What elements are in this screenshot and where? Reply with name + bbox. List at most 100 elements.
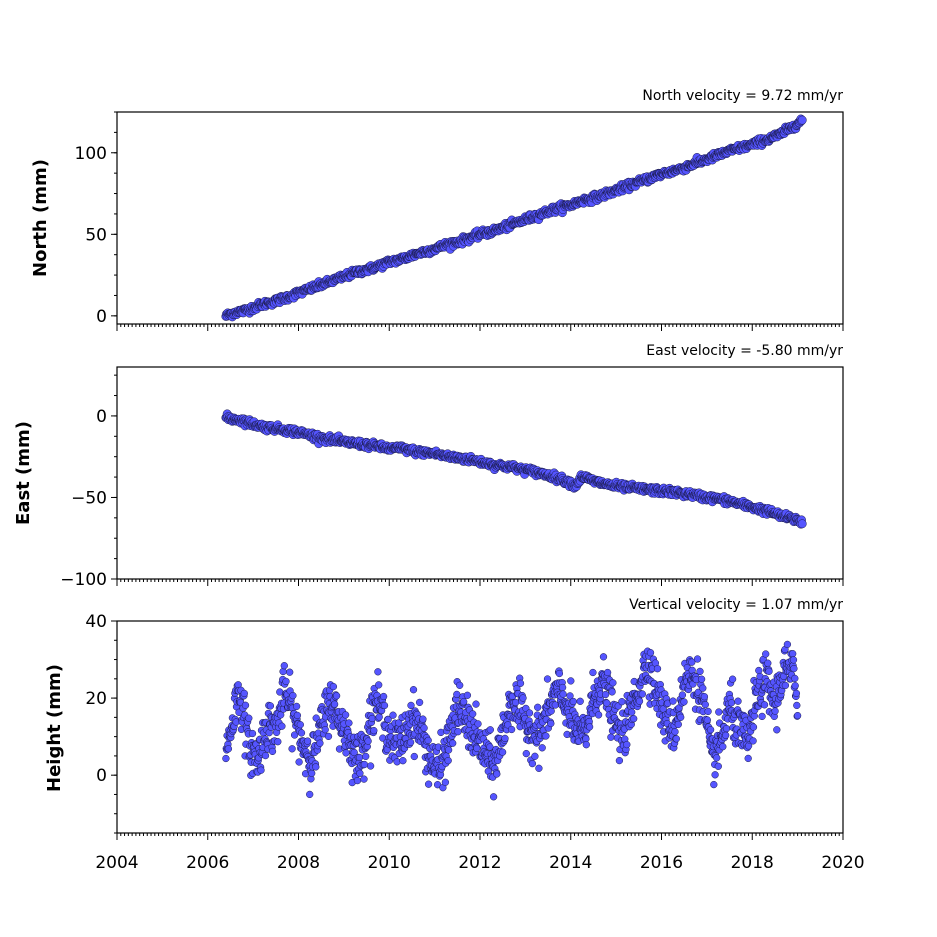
data-point bbox=[715, 708, 723, 716]
data-point bbox=[261, 751, 270, 760]
east-plot-frame bbox=[116, 366, 844, 580]
data-point bbox=[764, 659, 772, 667]
data-point bbox=[607, 733, 615, 741]
data-point bbox=[790, 664, 798, 673]
east-scatter-points bbox=[221, 409, 807, 529]
data-point bbox=[594, 711, 603, 719]
data-point bbox=[728, 675, 737, 683]
data-point bbox=[356, 769, 364, 777]
data-point bbox=[353, 776, 362, 785]
data-point bbox=[677, 713, 685, 721]
data-point bbox=[424, 736, 432, 745]
data-point bbox=[628, 708, 636, 716]
data-point bbox=[635, 697, 644, 705]
data-point bbox=[576, 697, 584, 705]
data-point bbox=[703, 716, 711, 724]
data-point bbox=[516, 679, 525, 687]
data-point bbox=[531, 752, 539, 760]
data-point bbox=[700, 693, 709, 701]
data-point bbox=[603, 699, 611, 707]
data-point bbox=[329, 682, 338, 691]
data-point bbox=[680, 698, 688, 706]
height-y-ticks: 0 20 40 bbox=[85, 612, 117, 834]
data-point bbox=[601, 690, 610, 699]
data-point bbox=[678, 691, 687, 699]
data-point bbox=[528, 759, 537, 768]
north-panel: 0 50 100 North velocity = 9.72 mm/yr North… bbox=[30, 88, 844, 331]
data-point bbox=[248, 729, 257, 738]
north-x-ticks bbox=[116, 324, 844, 331]
y-tick-label: 0 bbox=[96, 407, 107, 427]
data-point bbox=[493, 770, 501, 778]
y-tick-label: 50 bbox=[85, 225, 107, 245]
data-point bbox=[710, 780, 718, 789]
data-point bbox=[375, 681, 383, 689]
data-point bbox=[653, 665, 662, 673]
data-point bbox=[303, 737, 312, 745]
x-axis-tick-labels: 2004 2006 2008 2010 2012 2014 2016 2018 2020 bbox=[95, 853, 864, 873]
data-point bbox=[374, 668, 382, 676]
data-point bbox=[453, 690, 461, 699]
data-point bbox=[797, 115, 807, 125]
x-tick-label: 2018 bbox=[731, 853, 774, 873]
data-point bbox=[489, 793, 498, 801]
data-point bbox=[547, 719, 555, 728]
data-point bbox=[758, 712, 766, 721]
data-point bbox=[368, 714, 376, 723]
data-point bbox=[589, 668, 597, 677]
x-tick-label: 2008 bbox=[277, 853, 320, 873]
x-tick-label: 2014 bbox=[549, 853, 592, 873]
data-point bbox=[713, 754, 721, 762]
data-point bbox=[375, 713, 383, 721]
data-point bbox=[424, 780, 433, 788]
data-point bbox=[360, 775, 368, 783]
north-y-axis-label: North (mm) bbox=[30, 159, 51, 277]
data-point bbox=[672, 735, 680, 743]
y-tick-label: 40 bbox=[85, 612, 107, 632]
y-tick-label: 100 bbox=[75, 144, 107, 164]
data-point bbox=[330, 700, 339, 708]
height-panel: 0 20 40 Vertical velocity = 1.07 mm/yr Hei… bbox=[44, 597, 844, 840]
x-tick-label: 2012 bbox=[458, 853, 501, 873]
data-point bbox=[781, 681, 790, 690]
data-point bbox=[474, 720, 482, 728]
data-point bbox=[420, 724, 428, 732]
data-point bbox=[646, 649, 655, 657]
data-point bbox=[380, 701, 389, 710]
data-point bbox=[744, 754, 752, 763]
data-point bbox=[727, 699, 736, 707]
data-point bbox=[535, 764, 543, 772]
data-point bbox=[638, 690, 646, 698]
y-tick-label: −100 bbox=[60, 570, 107, 590]
data-point bbox=[734, 697, 742, 705]
data-point bbox=[559, 690, 567, 698]
data-point bbox=[773, 726, 781, 734]
data-point bbox=[266, 702, 275, 710]
data-point bbox=[699, 684, 707, 692]
data-point bbox=[472, 700, 480, 708]
data-point bbox=[525, 709, 534, 717]
data-point bbox=[409, 686, 418, 694]
data-point bbox=[280, 662, 288, 670]
data-point bbox=[582, 741, 590, 749]
data-point bbox=[295, 758, 303, 766]
y-tick-label: −50 bbox=[71, 488, 107, 508]
y-tick-label: 0 bbox=[96, 766, 107, 786]
data-point bbox=[370, 726, 378, 735]
data-point bbox=[630, 715, 638, 723]
height-x-ticks bbox=[116, 833, 844, 840]
x-tick-label: 2006 bbox=[186, 853, 229, 873]
data-point bbox=[623, 740, 631, 749]
data-point bbox=[507, 725, 516, 734]
data-point bbox=[797, 519, 807, 529]
data-point bbox=[547, 707, 555, 715]
data-point bbox=[463, 691, 472, 699]
data-point bbox=[297, 729, 306, 737]
data-point bbox=[599, 653, 608, 661]
data-point bbox=[473, 744, 481, 752]
data-point bbox=[308, 769, 316, 777]
x-tick-label: 2010 bbox=[368, 853, 411, 873]
data-point bbox=[704, 707, 712, 716]
data-point bbox=[519, 694, 527, 702]
data-point bbox=[296, 721, 304, 729]
